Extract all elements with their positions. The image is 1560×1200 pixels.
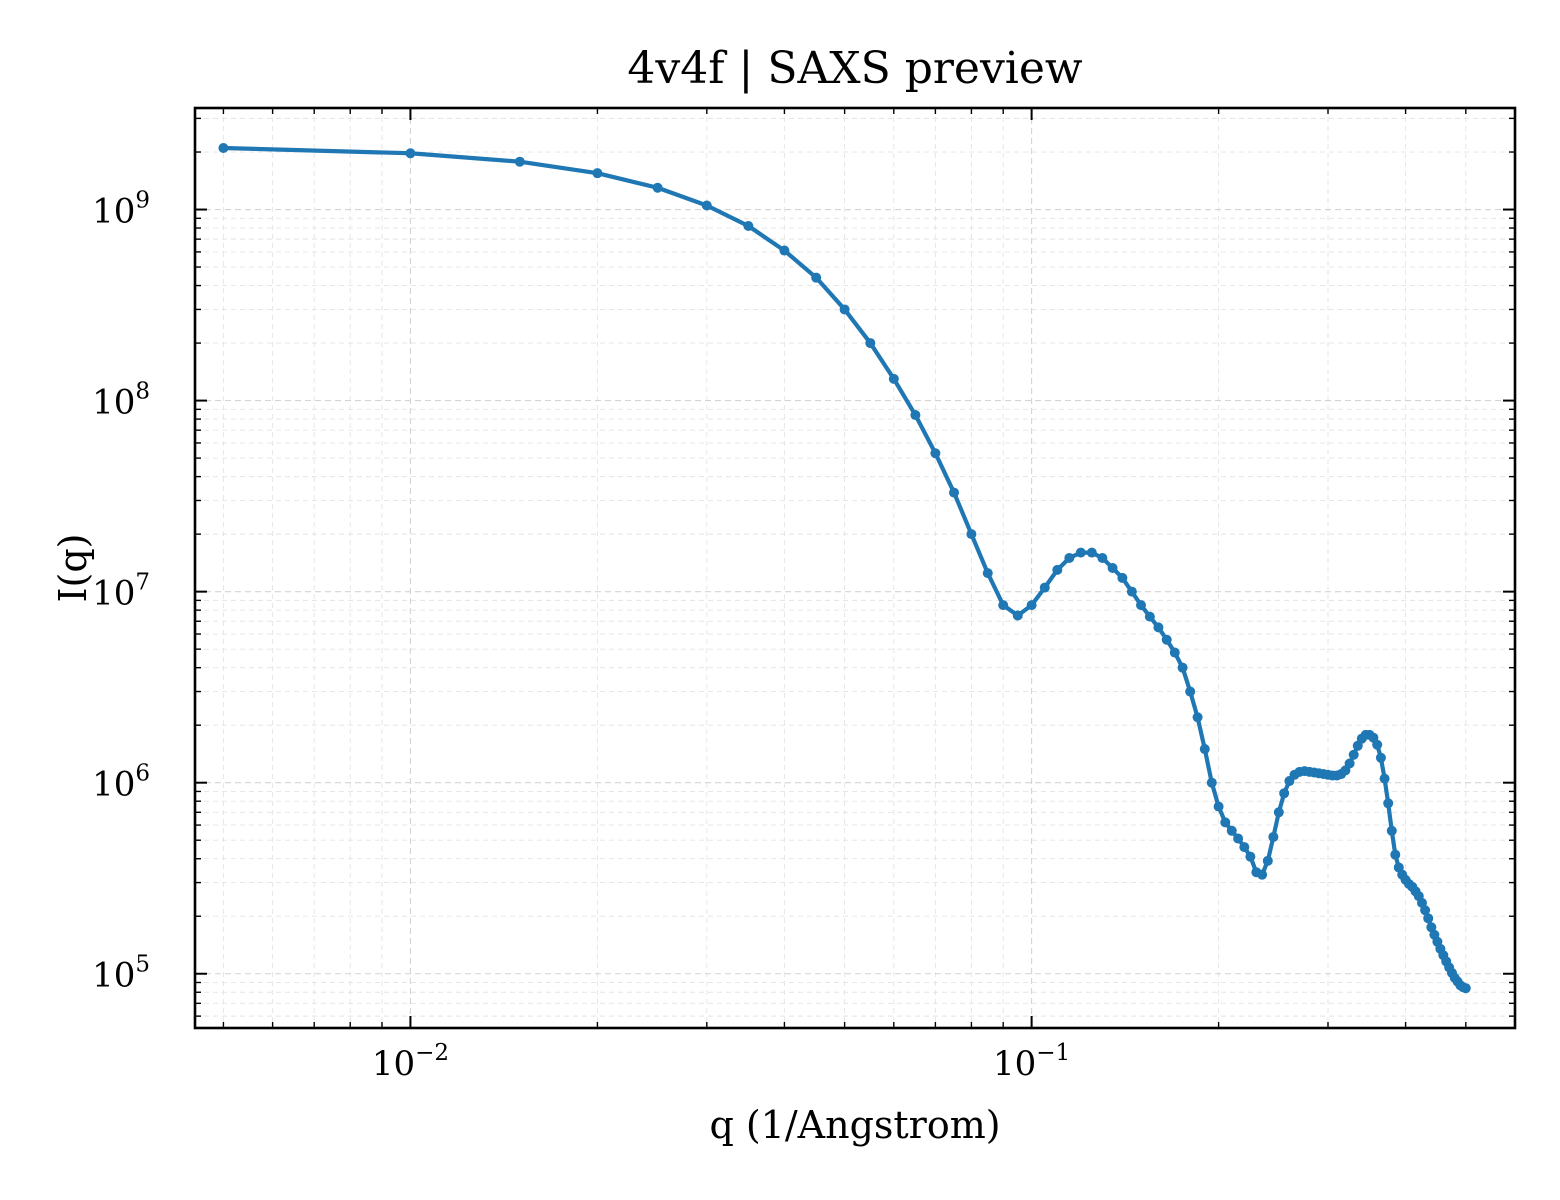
data-point bbox=[1161, 634, 1172, 645]
data-point bbox=[1390, 849, 1401, 860]
data-point bbox=[1026, 600, 1037, 611]
data-point bbox=[1386, 825, 1397, 836]
x-tick-label: 10−2 bbox=[372, 1040, 449, 1084]
data-point bbox=[1262, 855, 1273, 866]
data-point bbox=[839, 304, 850, 315]
data-point bbox=[743, 221, 754, 232]
data-point bbox=[1075, 547, 1086, 558]
data-point bbox=[1177, 662, 1188, 673]
data-point bbox=[1169, 647, 1180, 658]
data-point bbox=[1220, 817, 1231, 828]
data-point bbox=[998, 600, 1009, 611]
data-point bbox=[1279, 788, 1290, 799]
data-point bbox=[949, 487, 960, 498]
data-point bbox=[1423, 913, 1434, 924]
data-point bbox=[1144, 611, 1155, 622]
y-tick-label: 107 bbox=[92, 570, 150, 614]
data-point bbox=[1185, 686, 1196, 697]
data-point bbox=[1233, 833, 1244, 844]
data-point bbox=[1064, 553, 1075, 563]
y-tick-label: 109 bbox=[92, 188, 150, 232]
data-point bbox=[701, 200, 712, 211]
data-point bbox=[1199, 744, 1210, 755]
data-point bbox=[1226, 825, 1237, 836]
data-point bbox=[1107, 562, 1118, 573]
data-point bbox=[1206, 777, 1217, 788]
grid-lines bbox=[195, 108, 1515, 1028]
plot-frame bbox=[193, 106, 1517, 1030]
data-point bbox=[1460, 983, 1471, 994]
y-axis-label: I(q) bbox=[51, 534, 95, 603]
x-tick-labels: 10−2 10−1 bbox=[372, 1040, 1070, 1084]
data-point bbox=[1052, 564, 1063, 575]
y-tick-label: 105 bbox=[92, 952, 150, 996]
data-point bbox=[1375, 752, 1386, 763]
y-tick-label: 108 bbox=[92, 379, 150, 423]
data-point bbox=[1379, 773, 1390, 784]
data-point bbox=[652, 182, 663, 193]
data-point bbox=[1153, 622, 1164, 633]
data-point bbox=[1344, 758, 1355, 769]
data-point bbox=[982, 568, 993, 579]
data-point bbox=[1213, 801, 1224, 812]
data-point-markers bbox=[218, 142, 1471, 994]
x-tick-label: 10−1 bbox=[993, 1040, 1070, 1084]
data-point bbox=[218, 142, 229, 153]
x-axis-label: q (1/Angstrom) bbox=[709, 1103, 1000, 1147]
data-point bbox=[1348, 749, 1359, 760]
data-point bbox=[811, 272, 822, 283]
data-point bbox=[865, 338, 876, 349]
data-point bbox=[405, 148, 416, 159]
data-point bbox=[1273, 807, 1284, 818]
data-point bbox=[1086, 547, 1097, 558]
data-point bbox=[1372, 739, 1383, 750]
data-point bbox=[1126, 586, 1137, 597]
data-point bbox=[1268, 831, 1279, 842]
data-point bbox=[592, 168, 603, 179]
data-point bbox=[1239, 842, 1250, 853]
chart-title: 4v4f | SAXS preview bbox=[627, 43, 1083, 94]
data-point bbox=[1136, 600, 1146, 611]
data-point bbox=[1420, 905, 1431, 916]
data-point bbox=[888, 373, 899, 384]
data-point bbox=[1012, 610, 1023, 621]
data-point bbox=[1117, 572, 1128, 583]
data-point bbox=[1257, 869, 1268, 880]
data-point bbox=[1383, 798, 1394, 809]
y-tick-labels: 105 106 107 108 109 bbox=[92, 188, 150, 996]
data-point bbox=[1097, 553, 1108, 563]
data-point bbox=[779, 245, 790, 256]
data-point bbox=[966, 529, 977, 540]
data-point bbox=[1245, 851, 1256, 862]
y-tick-label: 106 bbox=[92, 761, 150, 805]
data-point bbox=[1192, 712, 1203, 723]
data-point bbox=[910, 410, 921, 421]
data-point bbox=[1039, 582, 1050, 593]
data-point bbox=[514, 156, 525, 167]
data-point bbox=[930, 448, 941, 459]
